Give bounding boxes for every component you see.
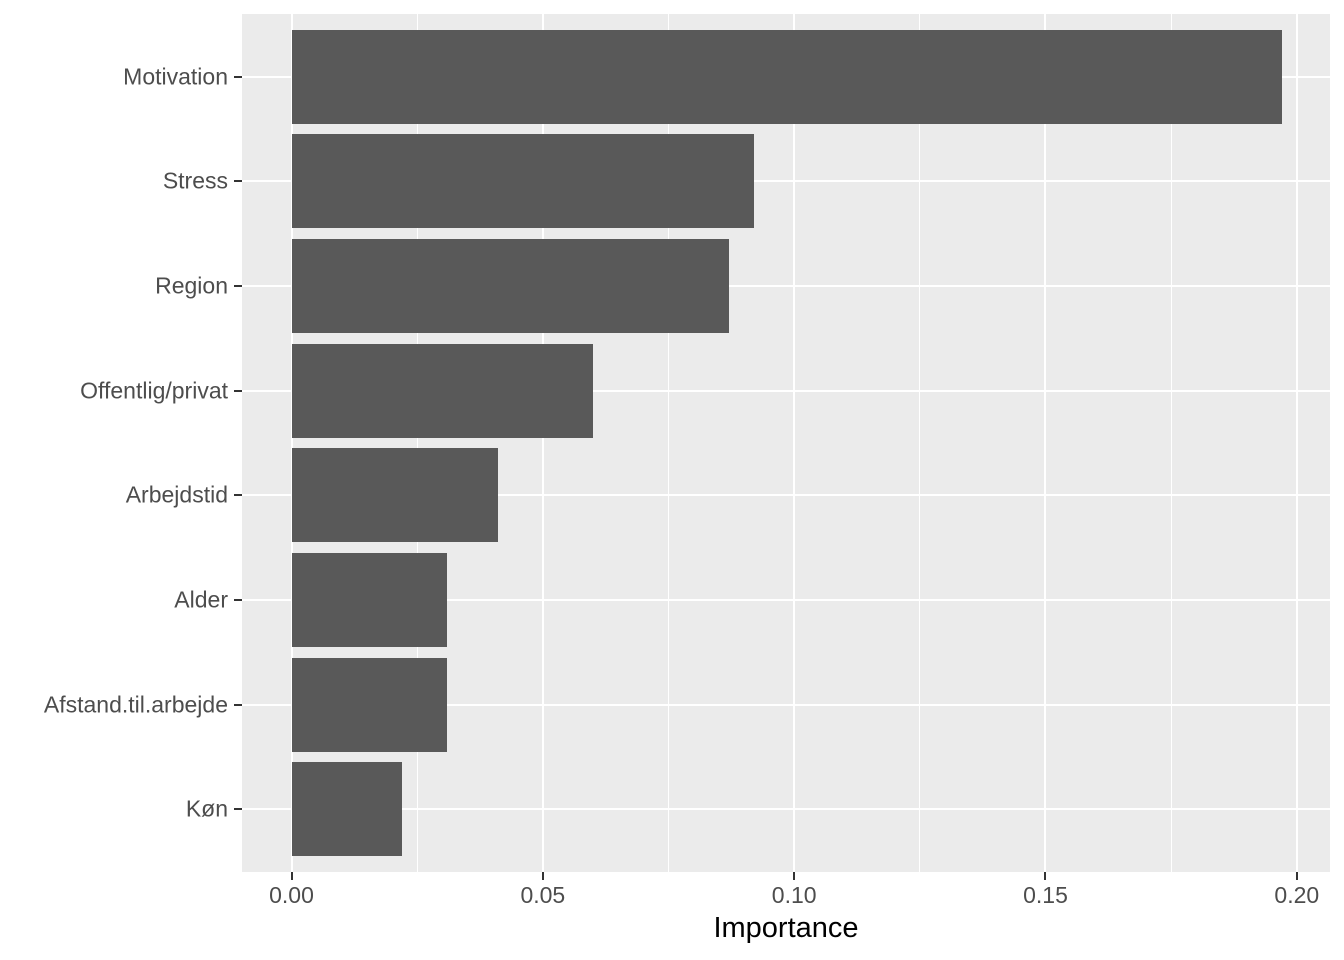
major-gridline — [290, 14, 293, 872]
bar-offentlig-privat — [291, 343, 594, 438]
y-axis-label: Offentlig/privat — [80, 377, 228, 404]
x-tick-label: 0.05 — [520, 882, 566, 908]
y-tick-mark — [234, 808, 242, 811]
y-axis-label: Stress — [162, 167, 228, 194]
category-gridline — [242, 598, 1330, 601]
category-gridline — [242, 180, 1330, 183]
y-tick-mark — [234, 389, 242, 392]
bar-arbejdstid — [291, 448, 498, 543]
minor-gridline — [668, 14, 669, 872]
bar-region — [291, 238, 729, 334]
y-axis-label: Alder — [174, 586, 228, 613]
x-tick-mark — [1295, 872, 1298, 880]
category-gridline — [242, 703, 1330, 706]
y-axis-label: Afstand.til.arbejde — [43, 691, 228, 718]
y-tick-mark — [234, 75, 242, 78]
y-tick-mark — [234, 703, 242, 706]
plot-panel — [242, 14, 1330, 872]
y-axis-label: Region — [155, 272, 228, 299]
bar-motivation — [291, 29, 1282, 124]
x-tick-label: 0.10 — [771, 882, 817, 908]
x-axis-title: Importance — [713, 912, 859, 944]
x-tick-mark — [1044, 872, 1047, 880]
category-gridline — [242, 494, 1330, 497]
bar-alder — [291, 552, 448, 648]
minor-gridline — [1170, 14, 1172, 872]
y-tick-mark — [234, 180, 242, 183]
x-tick-label: 0.15 — [1023, 882, 1068, 908]
y-tick-mark — [234, 598, 242, 601]
y-axis-label: Motivation — [123, 63, 228, 90]
category-gridline — [242, 285, 1330, 288]
bar-k-n — [291, 762, 403, 857]
x-tick-mark — [290, 872, 293, 880]
y-tick-mark — [234, 494, 242, 497]
y-axis-label: Køn — [185, 795, 228, 822]
y-axis-label: Arbejdstid — [125, 481, 228, 508]
major-gridline — [793, 14, 796, 872]
x-tick-label: 0.00 — [269, 882, 314, 908]
y-tick-mark — [234, 285, 242, 288]
x-tick-mark — [541, 872, 544, 880]
x-tick-label: 0.20 — [1274, 882, 1320, 908]
major-gridline — [1044, 14, 1047, 872]
bar-afstand-til-arbejde — [291, 657, 448, 752]
minor-gridline — [919, 14, 921, 872]
x-tick-mark — [793, 872, 796, 880]
category-gridline — [242, 389, 1330, 392]
major-gridline — [1295, 14, 1298, 872]
major-gridline — [541, 14, 544, 872]
category-gridline — [242, 808, 1330, 811]
bar-stress — [291, 134, 754, 229]
minor-gridline — [416, 14, 418, 872]
